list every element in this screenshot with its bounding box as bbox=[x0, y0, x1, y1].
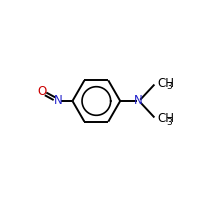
Text: CH: CH bbox=[157, 77, 174, 90]
Text: N: N bbox=[54, 95, 63, 108]
Text: 3: 3 bbox=[166, 118, 172, 127]
Text: 3: 3 bbox=[166, 82, 172, 91]
Text: N: N bbox=[134, 95, 143, 108]
Text: O: O bbox=[37, 85, 46, 98]
Text: CH: CH bbox=[157, 112, 174, 125]
